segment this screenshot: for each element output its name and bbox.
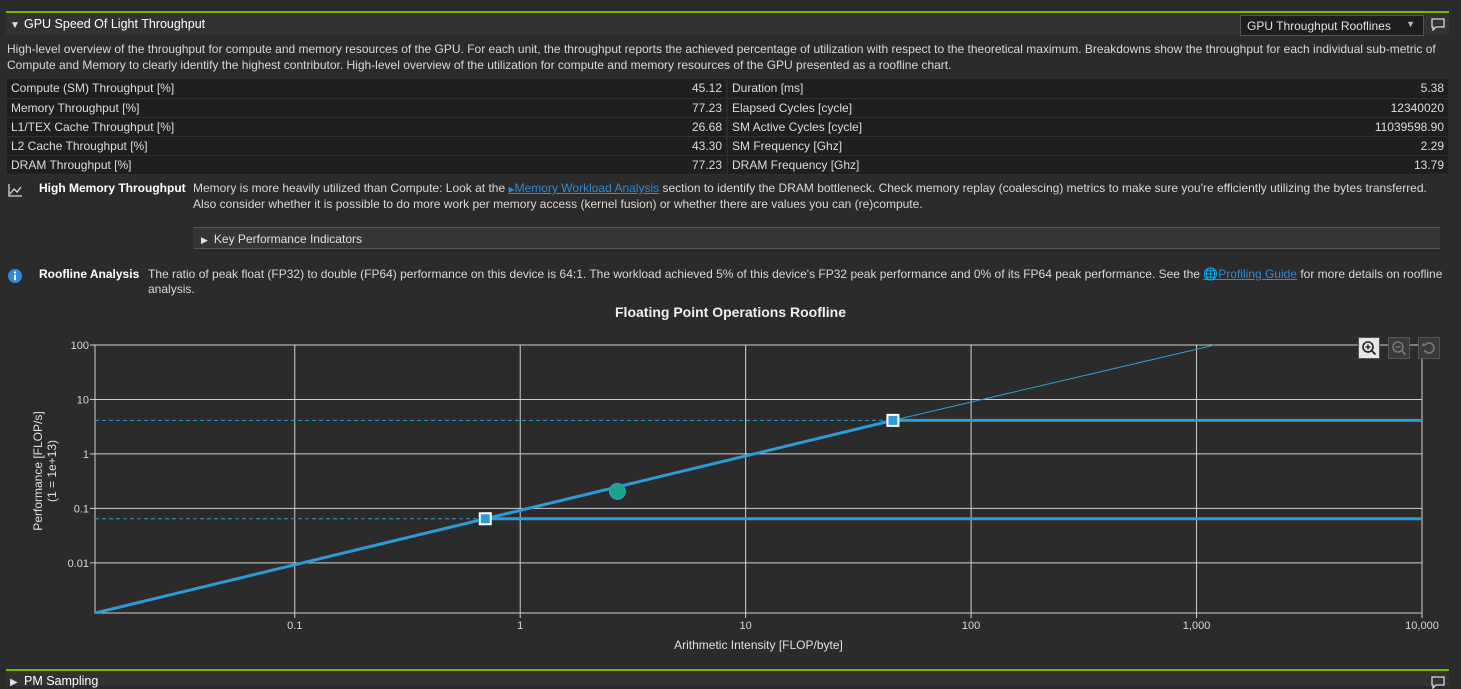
link-text: Profiling Guide [1218, 267, 1297, 281]
section-title-text: PM Sampling [24, 674, 99, 688]
rule-body: Memory is more heavily utilized than Com… [193, 181, 1443, 212]
metric-label: Duration [ms] [726, 79, 1087, 99]
metric-value: 77.23 [367, 98, 727, 118]
metric-value: 2.29 [1087, 136, 1448, 156]
metric-label: Elapsed Cycles [cycle] [726, 98, 1087, 118]
x-tick-label: 100 [962, 620, 980, 632]
x-tick-label: 0.1 [287, 620, 302, 632]
plot-border [94, 344, 1423, 614]
y-axis-label: Performance [FLOP/s] [31, 411, 45, 530]
metric-label: Memory Throughput [%] [7, 98, 367, 118]
memory-roof-line [95, 418, 894, 613]
section-title[interactable]: ▶ PM Sampling [10, 674, 98, 688]
rule-text: The ratio of peak float (FP32) to double… [148, 267, 1204, 281]
x-tick-label: 1,000 [1183, 620, 1211, 632]
memory-workload-analysis-link[interactable]: ▶Memory Workload Analysis [508, 181, 659, 195]
metric-label: SM Frequency [Ghz] [726, 136, 1087, 156]
achieved-performance-point [608, 482, 626, 500]
table-row: L1/TEX Cache Throughput [%] 26.68 SM Act… [7, 117, 1448, 137]
rule-body: The ratio of peak float (FP32) to double… [148, 267, 1443, 297]
kpi-label: Key Performance Indicators [213, 232, 362, 246]
comment-icon[interactable] [1430, 17, 1446, 31]
rule-name: Roofline Analysis [39, 267, 140, 281]
profiling-guide-link[interactable]: 🌐Profiling Guide [1203, 267, 1297, 281]
rule-text: section to identify the DRAM bottleneck.… [193, 181, 1427, 211]
metric-value: 12340020 [1087, 98, 1448, 118]
y-tick-label: 1 [83, 449, 89, 461]
metric-value: 43.30 [367, 136, 727, 156]
x-tick-label: 10 [740, 620, 752, 632]
info-icon [8, 269, 22, 283]
ridge-point-marker [886, 413, 900, 427]
metric-label: L1/TEX Cache Throughput [%] [7, 117, 367, 137]
zoom-out-button[interactable] [1388, 337, 1410, 359]
roofline-chart[interactable]: 0.1 1 10 100 1,000 10,000 0.01 0.1 1 10 100 Arithm… [0, 320, 1461, 660]
metric-value: 13.79 [1087, 155, 1448, 175]
chart-marks [95, 344, 1422, 613]
collapse-caret-icon[interactable]: ▼ [10, 20, 20, 31]
line-chart-icon [8, 184, 22, 197]
ridge-point-marker [478, 512, 492, 526]
rule-high-memory-throughput: High Memory Throughput Memory is more he… [7, 181, 1447, 221]
expand-caret-icon: ▶ [201, 235, 208, 245]
chart-grid [95, 344, 1423, 613]
chevron-down-icon: ▼ [1406, 19, 1415, 29]
metric-label: SM Active Cycles [cycle] [726, 117, 1087, 137]
metric-value: 11039598.90 [1087, 117, 1448, 137]
x-axis-label: Arithmetic Intensity [FLOP/byte] [674, 638, 843, 652]
rule-roofline-analysis: Roofline Analysis The ratio of peak floa… [7, 267, 1447, 301]
reset-zoom-button[interactable] [1418, 337, 1440, 359]
rule-name: High Memory Throughput [39, 181, 186, 195]
rule-text: Memory is more heavily utilized than Com… [193, 181, 509, 195]
section-accent-rule [6, 11, 1449, 13]
section-title[interactable]: ▼ GPU Speed Of Light Throughput [10, 17, 205, 31]
y-axis-scale-label: (1 = 1e+13) [45, 440, 59, 502]
globe-icon: 🌐 [1203, 267, 1219, 281]
zoom-in-icon [1362, 341, 1377, 356]
section-title-text: GPU Speed Of Light Throughput [24, 17, 206, 31]
roofline-view-dropdown[interactable]: GPU Throughput Rooflines ▼ [1240, 15, 1424, 36]
section-accent-rule [6, 669, 1449, 671]
metric-label: DRAM Throughput [%] [7, 155, 367, 175]
table-row: DRAM Throughput [%] 77.23 DRAM Frequency… [7, 155, 1448, 175]
rule-text: for more details on roofline analysis. [148, 267, 1443, 296]
metric-label: Compute (SM) Throughput [%] [7, 79, 367, 99]
table-row: Memory Throughput [%] 77.23 Elapsed Cycl… [7, 98, 1448, 118]
metric-value: 77.23 [367, 155, 727, 175]
link-arrow-icon: ▶ [508, 185, 515, 194]
y-tick-label: 0.1 [74, 503, 89, 515]
next-section-header[interactable]: ▶ PM Sampling [6, 671, 1449, 689]
section-header[interactable]: ▼ GPU Speed Of Light Throughput GPU Throu… [6, 13, 1449, 36]
metric-value: 5.38 [1087, 79, 1448, 99]
link-text: Memory Workload Analysis [514, 181, 660, 195]
expand-caret-icon[interactable]: ▶ [10, 677, 18, 688]
metrics-table: Compute (SM) Throughput [%] 45.12 Durati… [7, 79, 1448, 175]
zoom-in-button[interactable] [1358, 337, 1380, 359]
reset-icon [1422, 342, 1435, 354]
section-description: High-level overview of the throughput fo… [7, 42, 1436, 72]
chart-title: Floating Point Operations Roofline [615, 304, 846, 320]
y-tick-label: 10 [77, 394, 89, 406]
chart-ticks: 0.1 1 10 100 1,000 10,000 0.01 0.1 1 10 100 [68, 340, 1439, 632]
key-performance-indicators-toggle[interactable]: ▶ Key Performance Indicators [193, 227, 1440, 249]
metric-value: 26.68 [367, 117, 727, 137]
y-tick-label: 0.01 [68, 558, 89, 570]
table-row: L2 Cache Throughput [%] 43.30 SM Frequen… [7, 136, 1448, 156]
x-tick-label: 1 [517, 620, 523, 632]
table-row: Compute (SM) Throughput [%] 45.12 Durati… [7, 79, 1448, 99]
dropdown-value: GPU Throughput Rooflines [1247, 19, 1391, 33]
zoom-out-icon [1392, 341, 1407, 356]
comment-icon[interactable] [1430, 675, 1446, 689]
x-tick-label: 10,000 [1405, 620, 1439, 632]
metric-label: L2 Cache Throughput [%] [7, 136, 367, 156]
memory-roof-extension [892, 344, 1215, 421]
y-tick-label: 100 [71, 340, 89, 352]
metric-label: DRAM Frequency [Ghz] [726, 155, 1087, 175]
metric-value: 45.12 [367, 79, 727, 99]
